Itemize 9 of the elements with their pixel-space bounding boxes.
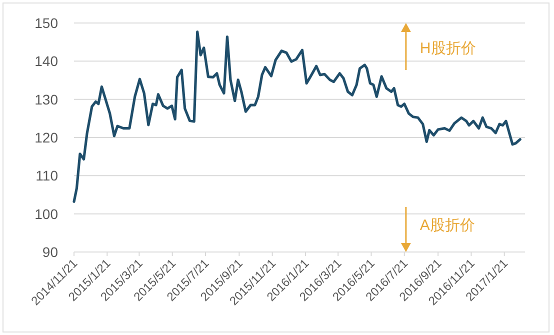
annotation: H股折价 <box>420 40 476 57</box>
y-tick-label: 110 <box>36 168 58 184</box>
y-tick-label: 120 <box>34 130 58 146</box>
annotation: A股折价 <box>420 217 475 234</box>
y-tick-label: 90 <box>42 244 58 260</box>
y-tick-label: 140 <box>34 53 58 70</box>
y-tick-label: 100 <box>34 206 58 222</box>
y-tick-label: 130 <box>34 91 58 108</box>
y-tick-label: 150 <box>34 15 58 31</box>
